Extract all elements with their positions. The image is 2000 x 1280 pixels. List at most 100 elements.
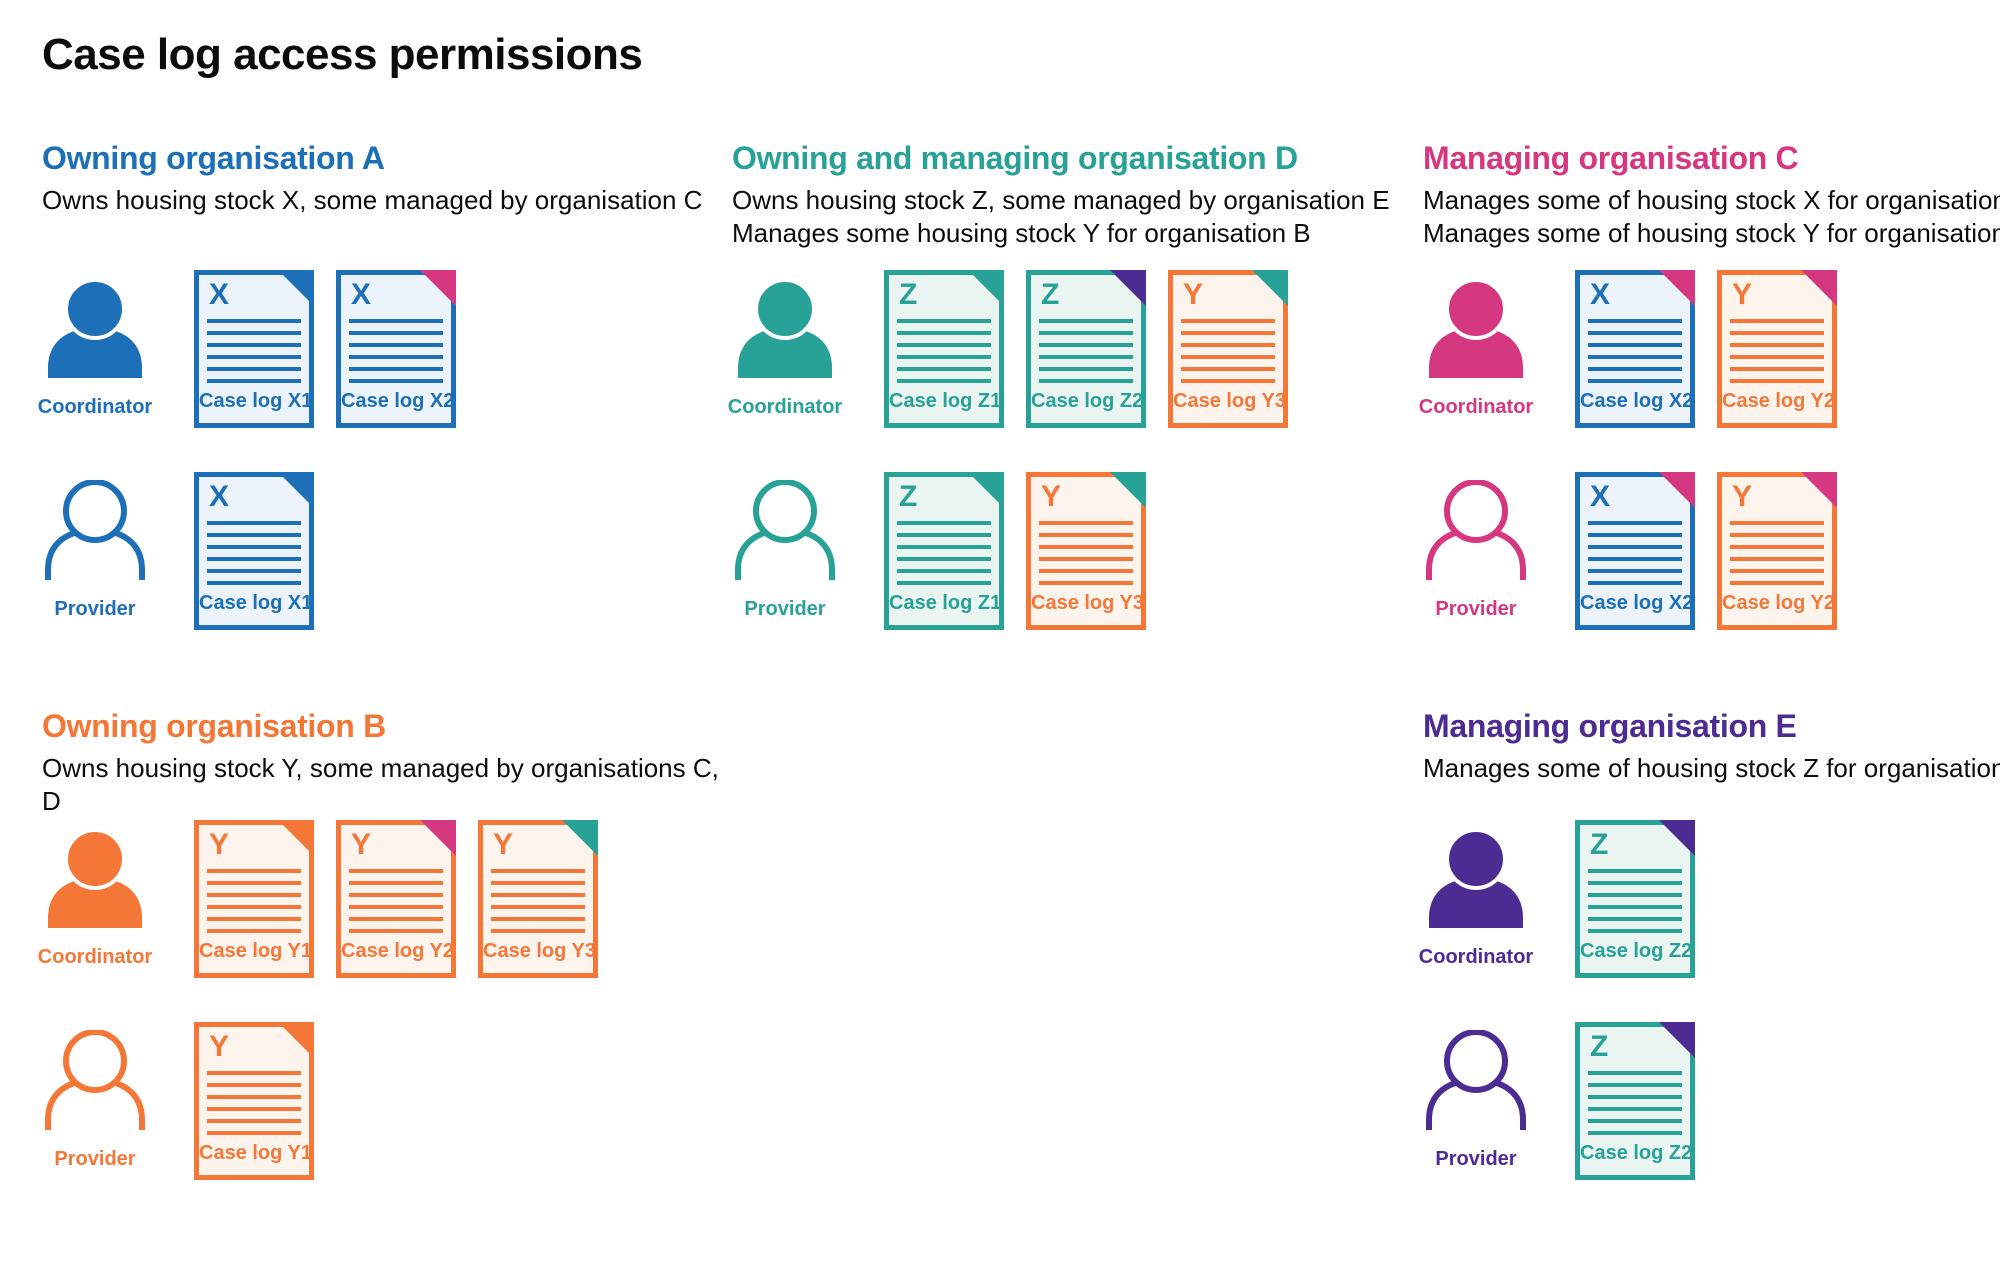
case-log-doc: X Case log X2 (336, 270, 456, 428)
case-log-doc: Z Case log Z2 (1575, 1022, 1695, 1180)
section-description: Owns housing stock Y, some managed by or… (42, 752, 722, 818)
doc-stock-letter: X (209, 278, 230, 311)
doc-stock-letter: Z (899, 480, 918, 513)
provider-person: Provider (42, 472, 148, 620)
case-log-doc: Y Case log Y3 (478, 820, 598, 978)
docs-row: X Case log X2 Y Case log Y2 (1575, 472, 1837, 630)
doc-text-line (207, 905, 301, 909)
coordinator-person: Coordinator (38, 820, 152, 968)
doc-text-line (1588, 1071, 1682, 1075)
section-description: Manages some of housing stock X for orga… (1423, 184, 2000, 250)
docs-row: Z Case log Z2 (1575, 820, 1695, 978)
doc-text-line (1588, 355, 1682, 359)
doc-text-line (349, 929, 443, 933)
folded-corner-icon (1659, 1022, 1695, 1058)
case-log-doc: Y Case log Y1 (194, 820, 314, 978)
doc-text-lines (1730, 521, 1824, 593)
doc-text-lines (1181, 319, 1275, 391)
doc-label: Case log Y3 (1031, 592, 1145, 614)
case-log-doc: Z Case log Z1 (884, 270, 1004, 428)
section-heading: Owning and managing organisation D (732, 140, 1298, 176)
doc-text-line (207, 1083, 301, 1087)
docs-row: Z Case log Z2 (1575, 1022, 1695, 1180)
doc-text-line (1730, 545, 1824, 549)
section-heading: Owning organisation A (42, 140, 385, 176)
doc-text-line (349, 355, 443, 359)
doc-text-line (491, 917, 585, 921)
folded-corner-icon (562, 820, 598, 856)
doc-text-line (207, 545, 301, 549)
section-description-line: Owns housing stock Z, some managed by or… (732, 185, 1390, 215)
doc-text-line (1730, 533, 1824, 537)
doc-text-line (349, 917, 443, 921)
doc-stock-letter: Z (1590, 1030, 1609, 1063)
folded-corner-icon (420, 820, 456, 856)
folded-corner-icon (1252, 270, 1288, 306)
doc-text-line (1588, 379, 1682, 383)
doc-text-lines (897, 319, 991, 391)
doc-text-line (349, 893, 443, 897)
provider-icon (45, 1030, 145, 1130)
doc-text-line (1039, 569, 1133, 573)
doc-text-line (207, 319, 301, 323)
doc-text-line (1588, 905, 1682, 909)
role-label: Provider (54, 598, 136, 620)
section-description-line: Manages some housing stock Y for organis… (732, 218, 1311, 248)
doc-text-line (897, 319, 991, 323)
doc-text-line (349, 869, 443, 873)
coordinator-person: Coordinator (1419, 270, 1533, 418)
doc-text-line (897, 367, 991, 371)
doc-text-line (1039, 355, 1133, 359)
folded-corner-icon (420, 270, 456, 306)
folded-corner-icon (968, 472, 1004, 508)
doc-text-line (207, 343, 301, 347)
doc-text-line (1588, 869, 1682, 873)
doc-text-line (207, 869, 301, 873)
doc-text-lines (1588, 1071, 1682, 1143)
doc-text-lines (1730, 319, 1824, 391)
provider-person: Provider (732, 472, 838, 620)
case-log-doc: Z Case log Z2 (1026, 270, 1146, 428)
doc-text-line (1039, 545, 1133, 549)
role-label: Coordinator (37, 946, 153, 968)
docs-row: X Case log X1 X Case log X2 (194, 270, 456, 428)
doc-text-line (1588, 1107, 1682, 1111)
docs-row: X Case log X1 (194, 472, 314, 630)
doc-label: Case log Y3 (1173, 390, 1287, 412)
section-description-line: Manages some of housing stock X for orga… (1423, 185, 2000, 215)
case-log-doc: Z Case log Z1 (884, 472, 1004, 630)
doc-label: Case log Z2 (1580, 1142, 1693, 1164)
doc-text-lines (207, 521, 301, 593)
doc-text-line (207, 1119, 301, 1123)
doc-text-line (1588, 367, 1682, 371)
doc-label: Case log Z2 (1580, 940, 1693, 962)
case-log-doc: X Case log X2 (1575, 472, 1695, 630)
doc-stock-letter: Z (899, 278, 918, 311)
provider-permission-row: Provider X Case log X2 Y Case log Y2 (1423, 472, 2000, 630)
doc-text-line (491, 929, 585, 933)
doc-text-line (1181, 379, 1275, 383)
doc-text-line (207, 1095, 301, 1099)
doc-text-line (207, 893, 301, 897)
doc-label: Case log X2 (341, 390, 455, 412)
doc-text-line (897, 569, 991, 573)
section-description: Manages some of housing stock Z for orga… (1423, 752, 2000, 785)
folded-corner-icon (278, 270, 314, 306)
doc-text-line (349, 331, 443, 335)
doc-text-line (207, 355, 301, 359)
provider-permission-row: Provider Y Case log Y1 (42, 1022, 722, 1180)
doc-text-line (897, 581, 991, 585)
docs-row: X Case log X2 Y Case log Y2 (1575, 270, 1837, 428)
doc-label: Case log X2 (1580, 390, 1694, 412)
role-label: Coordinator (1418, 946, 1534, 968)
section-owning-organisation-b: Owning organisation B Owns housing stock… (38, 708, 722, 1180)
doc-text-line (1039, 581, 1133, 585)
doc-text-line (1039, 533, 1133, 537)
role-label: Coordinator (727, 396, 843, 418)
case-log-doc: Y Case log Y2 (336, 820, 456, 978)
doc-text-line (1730, 581, 1824, 585)
provider-person: Provider (1423, 1022, 1529, 1170)
section-owning-organisation-a: Owning organisation A Owns housing stock… (38, 140, 722, 630)
case-log-doc: Y Case log Y2 (1717, 472, 1837, 630)
